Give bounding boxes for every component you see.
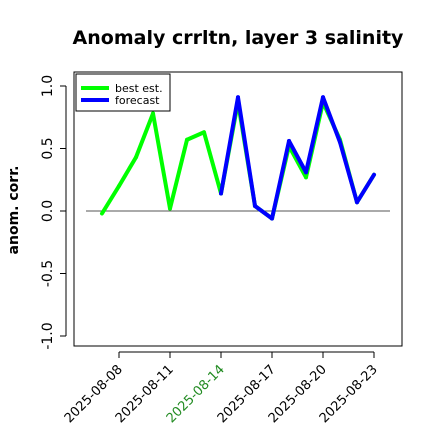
series-segment (253, 204, 274, 221)
series-forecast (219, 95, 376, 221)
series-segment (321, 95, 342, 145)
series-segment (304, 95, 325, 175)
x-axis: 2025-08-082025-08-112025-08-142025-08-17… (62, 351, 381, 426)
series-layer (100, 95, 376, 221)
series-segment (338, 140, 359, 205)
legend-label-forecast: forecast (115, 94, 160, 107)
series-segment (219, 95, 240, 196)
y-axis: -1.0 -0.5 0.0 0.5 1.0 (40, 75, 67, 350)
series-segment (355, 172, 376, 205)
plot-area (73, 71, 403, 347)
legend-box (75, 73, 171, 112)
y-tick-label: 1.0 (40, 75, 56, 97)
y-tick-label: -1.0 (40, 322, 56, 349)
chart-title: Anomaly crrltn, layer 3 salinity (73, 27, 404, 49)
legend-label-best-est: best est. (115, 82, 163, 95)
series-segment (202, 130, 223, 196)
series-segment (100, 184, 121, 216)
series-segment (287, 139, 308, 175)
legend: best est. forecast (75, 73, 171, 112)
y-tick-label: 0.0 (40, 200, 56, 222)
series-segment (168, 137, 189, 211)
series-segment (270, 139, 291, 221)
y-axis-label: anom. corr. (6, 166, 22, 255)
series-segment (185, 130, 206, 142)
series-segment (134, 111, 155, 160)
series-segment (287, 144, 308, 180)
series-segment (151, 111, 172, 211)
series-segment (236, 95, 257, 208)
y-tick-label: 0.5 (40, 137, 56, 159)
series-segment (117, 155, 138, 188)
y-tick-label: -0.5 (40, 260, 56, 287)
